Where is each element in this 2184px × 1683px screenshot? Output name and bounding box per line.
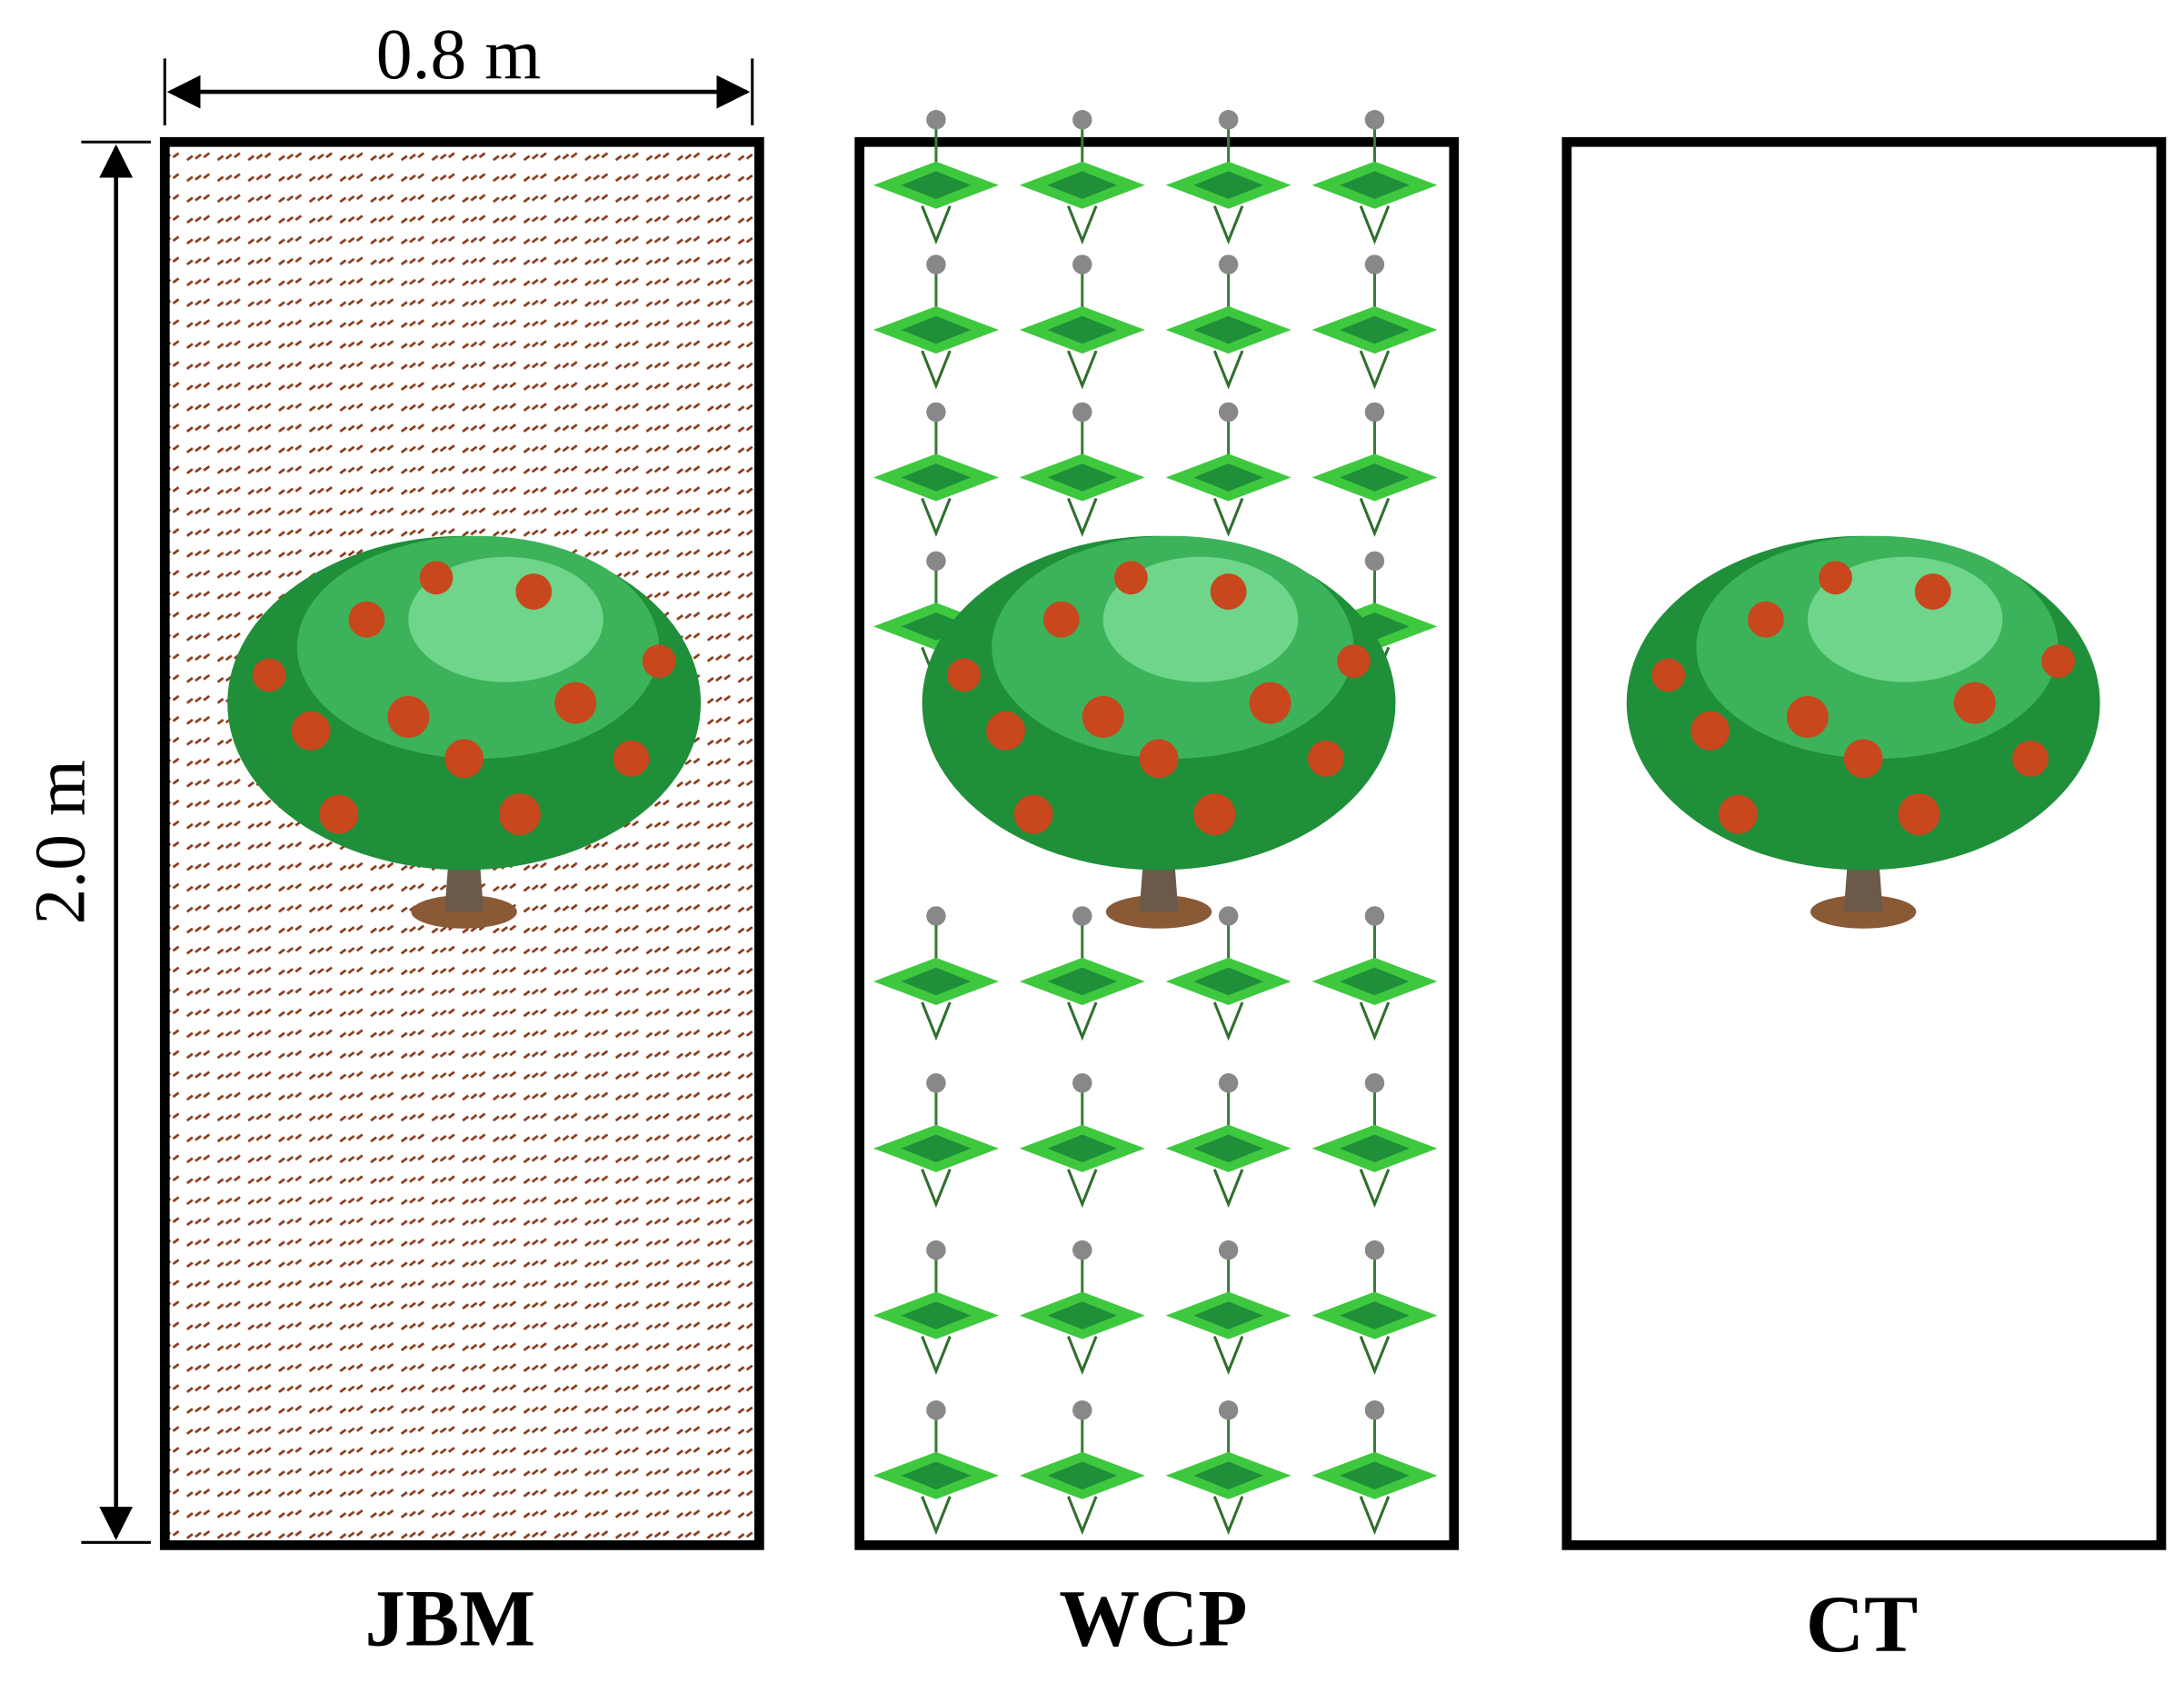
width-label: 0.8 m (376, 15, 541, 95)
panel-label: JBM (365, 1575, 536, 1664)
panel-label: WCP (1059, 1575, 1247, 1664)
jbm-plot (159, 136, 764, 1550)
panel-label: CT (1806, 1580, 1918, 1669)
height-label: 2.0 m (20, 760, 100, 924)
